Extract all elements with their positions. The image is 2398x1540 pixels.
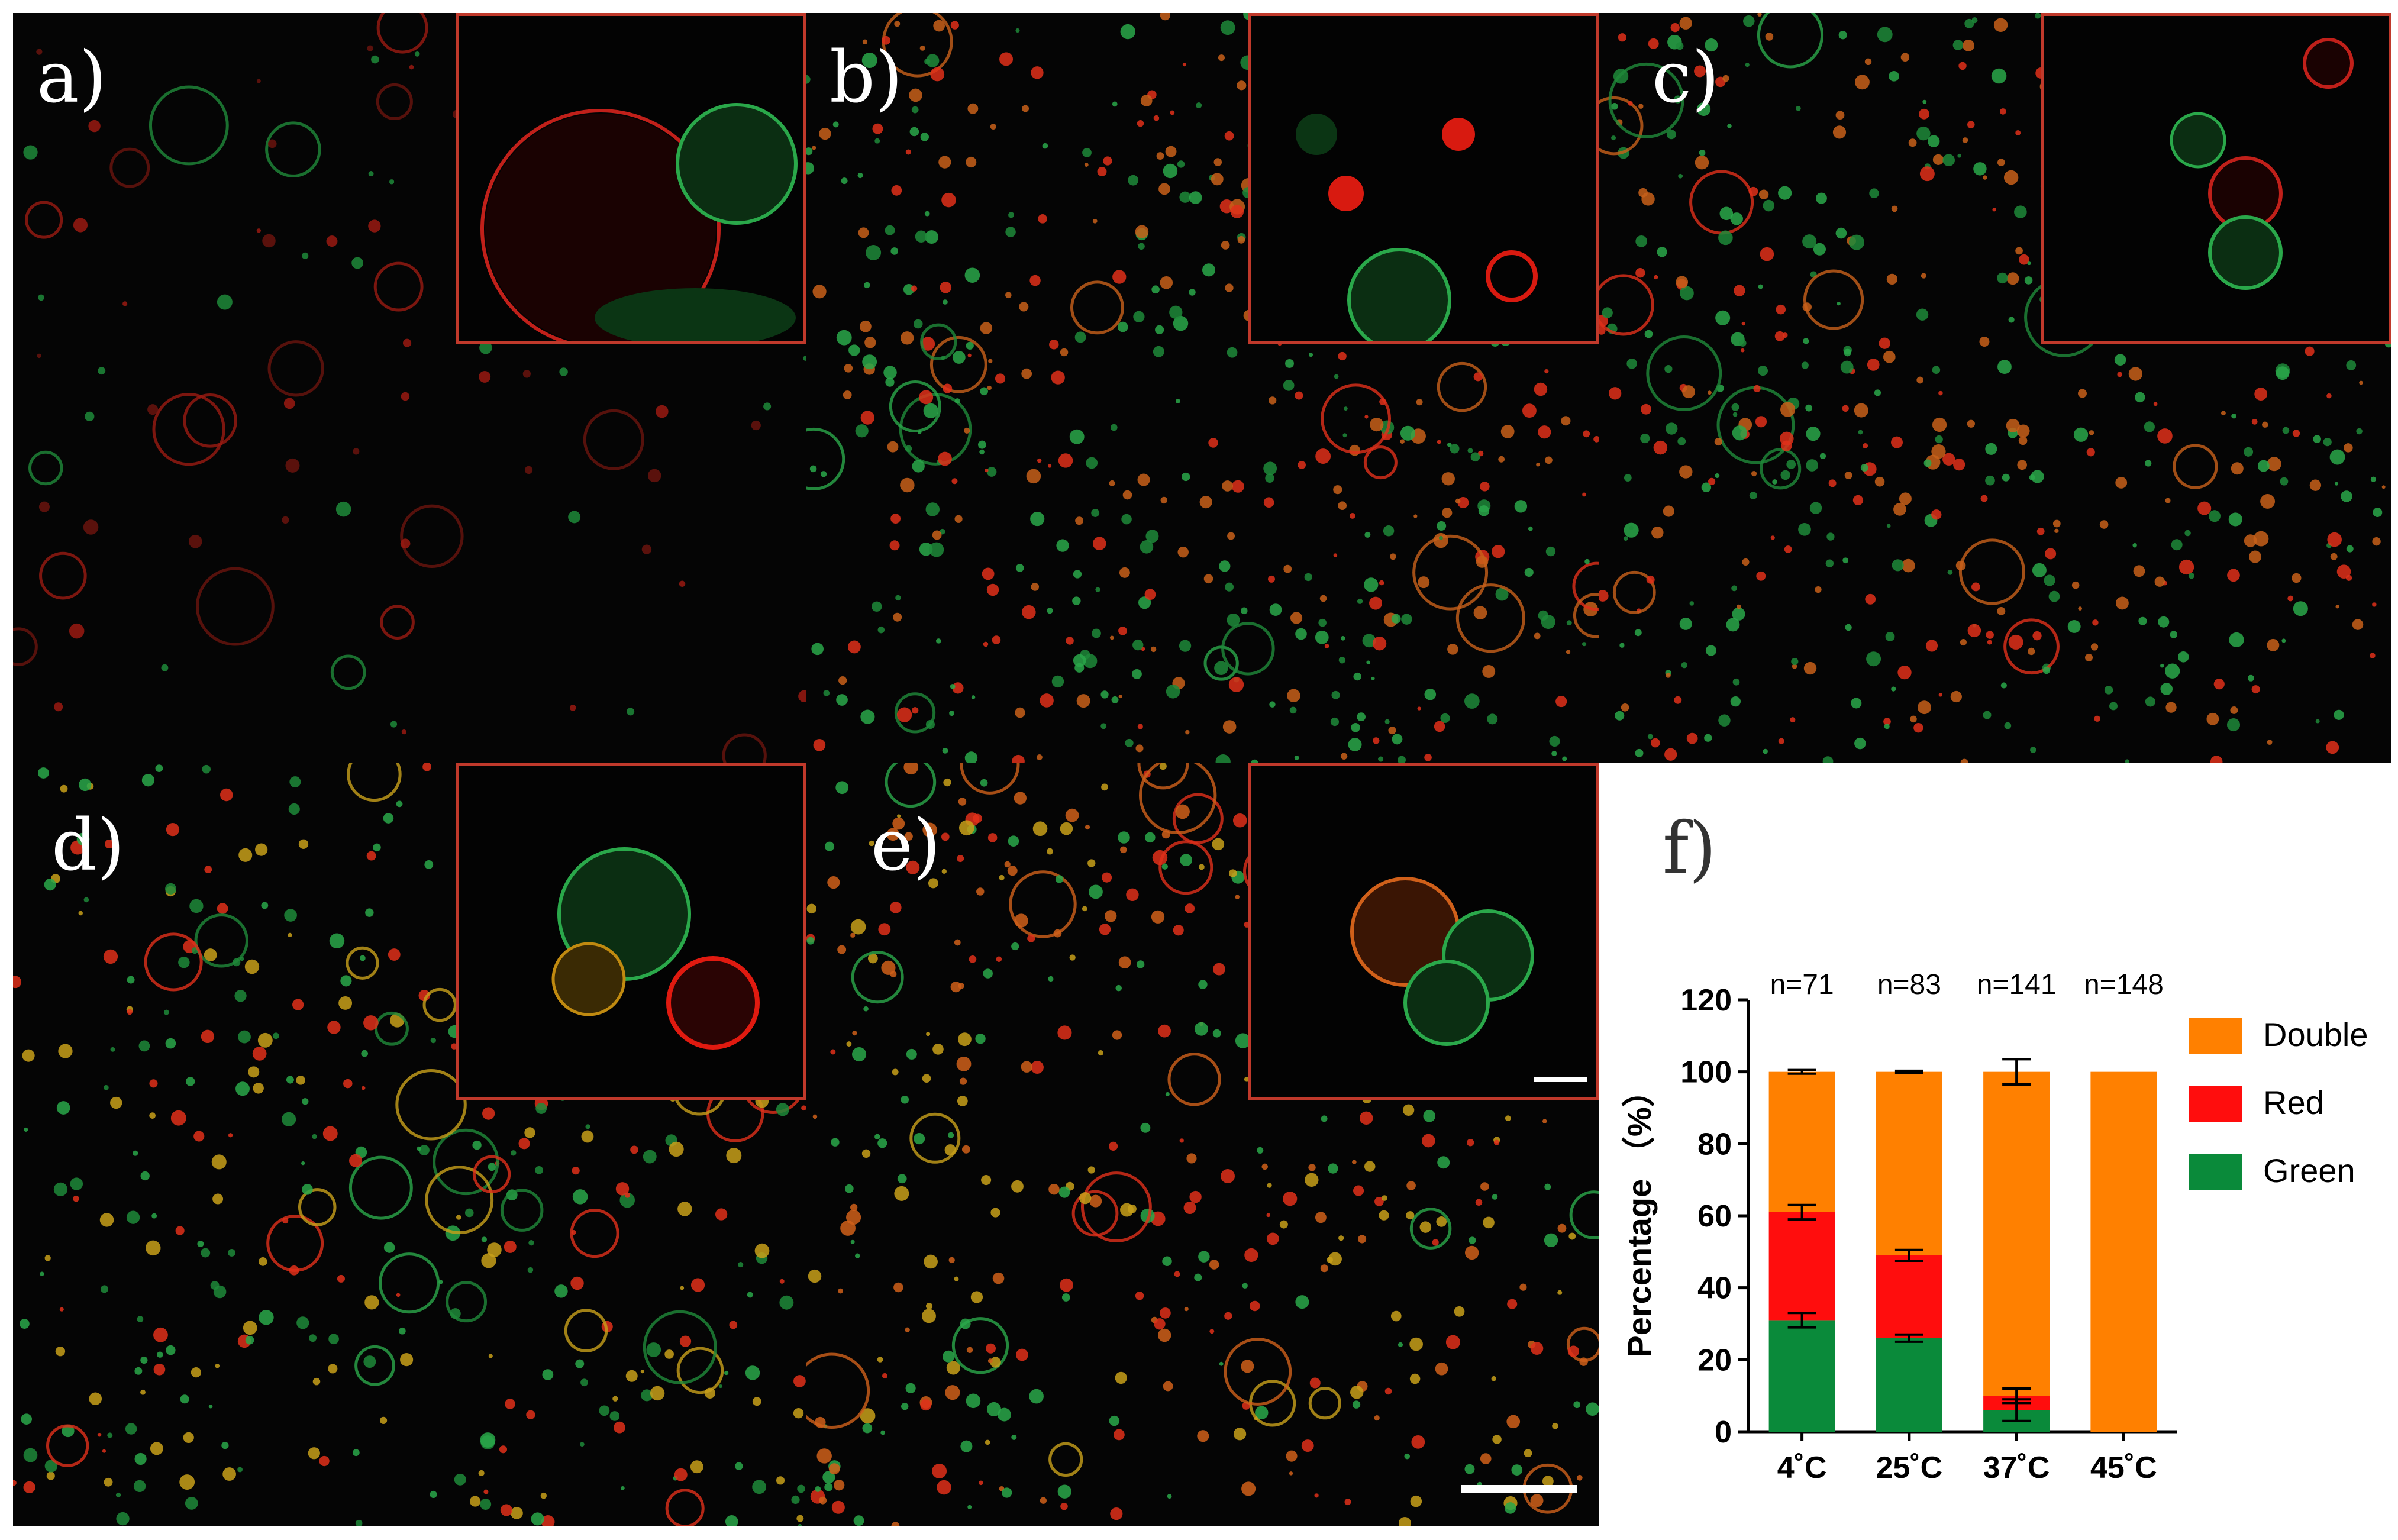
y-tick-label: 60 [1697,1199,1732,1234]
legend-label-red: Red [2263,1084,2324,1121]
bar-double [1983,1071,2050,1396]
inset-zoom-e [1248,763,1599,1100]
micrograph-panel-a: a) [13,13,806,763]
y-tick-label: 0 [1715,1415,1732,1449]
y-tick-label: 20 [1697,1343,1732,1377]
sample-size-label: n=71 [1770,969,1834,1000]
panel-label-b: b) [830,37,903,119]
inset-cells-e [1350,877,1534,1046]
inset-zoom-b [1248,13,1599,344]
y-tick-label: 100 [1680,1055,1732,1090]
sample-size-label: n=83 [1877,969,1941,1000]
legend-swatch-green [2189,1154,2242,1190]
bar-double [1768,1071,1835,1212]
bar-double [2090,1071,2157,1432]
micrograph-panel-d: d) [13,763,806,1526]
legend-swatch-red [2189,1086,2242,1122]
legend-label-double: Double [2263,1016,2368,1053]
micrograph-panel-b: b) [806,13,1599,763]
x-tick-label: 37˚C [1983,1451,2050,1485]
panel-label-d: d) [51,805,125,887]
inset-cells-b [1296,114,1538,341]
sample-size-label: n=141 [1977,969,2057,1000]
panel-label-a: a) [37,37,107,119]
x-tick-label: 4˚C [1777,1451,1827,1485]
bar-red [1876,1255,1942,1338]
stacked-bar-chart: 0 20 40 60 80 100 120 Percentage （%） 4˚C n=71 25˚C… [1621,969,2368,1485]
inset-scale-bar [1534,1077,1587,1082]
bar-green [1876,1338,1942,1432]
inset-zoom-d [456,763,806,1100]
bar-green [1768,1320,1835,1432]
legend-label-green: Green [2263,1152,2355,1189]
bar-double [1876,1071,1942,1255]
y-axis-label: Percentage （%） [1621,1074,1658,1357]
scale-bar [1461,1485,1577,1493]
x-tick-label: 45˚C [2090,1451,2157,1485]
inset-cells-c [2170,38,2354,290]
y-tick-label: 40 [1697,1271,1732,1306]
bar-red [1768,1212,1835,1321]
inset-zoom-a [456,13,806,344]
chart-labels: 0 20 40 60 80 100 120 Percentage （%） 4˚C n=71 25˚C… [1621,969,2164,1485]
micrograph-panel-c: c) [1599,13,2391,763]
chart-error-bars [1787,1058,2031,1422]
micrograph-panel-e: e) [806,763,1599,1526]
x-tick-label: 25˚C [1876,1451,1943,1485]
chart-legend: Double Red Green [2189,1016,2368,1190]
inset-cells-d [551,847,760,1050]
inset-zoom-c [2041,13,2391,344]
panel-label-c: c) [1652,37,1720,119]
panel-label-e: e) [871,805,941,887]
legend-swatch-double [2189,1018,2242,1054]
chart-bars [1768,1071,2157,1432]
y-tick-label: 80 [1697,1127,1732,1161]
inset-cells-a [480,103,798,341]
panel-label-f: f) [1663,808,1717,890]
y-tick-label: 120 [1680,983,1732,1018]
sample-size-label: n=148 [2084,969,2164,1000]
